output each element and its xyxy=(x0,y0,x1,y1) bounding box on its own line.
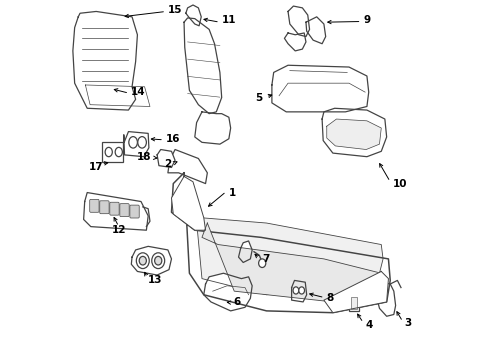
Polygon shape xyxy=(157,149,175,167)
Text: 17: 17 xyxy=(89,162,103,172)
Polygon shape xyxy=(172,176,205,230)
Text: 1: 1 xyxy=(229,188,236,198)
Polygon shape xyxy=(195,112,231,144)
Polygon shape xyxy=(204,273,252,311)
Ellipse shape xyxy=(259,259,266,267)
Text: 9: 9 xyxy=(364,15,370,26)
Ellipse shape xyxy=(152,253,165,269)
Polygon shape xyxy=(184,18,221,114)
Polygon shape xyxy=(272,65,368,112)
Text: 10: 10 xyxy=(393,179,407,189)
Ellipse shape xyxy=(136,253,149,269)
FancyBboxPatch shape xyxy=(110,202,119,215)
Polygon shape xyxy=(285,33,306,51)
Polygon shape xyxy=(73,12,137,110)
Polygon shape xyxy=(239,241,252,262)
Bar xyxy=(351,297,357,309)
Text: 12: 12 xyxy=(112,225,126,235)
Text: 5: 5 xyxy=(256,93,263,103)
Polygon shape xyxy=(327,119,381,149)
Text: 3: 3 xyxy=(405,319,412,328)
Polygon shape xyxy=(377,282,395,316)
Ellipse shape xyxy=(293,287,299,294)
Polygon shape xyxy=(168,149,207,184)
Text: 13: 13 xyxy=(147,275,162,285)
Polygon shape xyxy=(84,193,148,230)
Polygon shape xyxy=(172,173,390,313)
Text: 14: 14 xyxy=(131,87,146,97)
Text: 18: 18 xyxy=(137,152,151,162)
Bar xyxy=(349,295,359,311)
Polygon shape xyxy=(131,246,172,275)
FancyBboxPatch shape xyxy=(130,205,139,218)
Text: 4: 4 xyxy=(365,320,372,330)
Ellipse shape xyxy=(299,287,304,294)
Polygon shape xyxy=(288,6,310,37)
Text: 6: 6 xyxy=(234,297,241,307)
Bar xyxy=(101,142,123,162)
Polygon shape xyxy=(124,132,149,157)
Text: 2: 2 xyxy=(164,159,171,169)
FancyBboxPatch shape xyxy=(120,204,129,217)
Text: 7: 7 xyxy=(262,254,270,264)
Ellipse shape xyxy=(138,136,147,148)
Ellipse shape xyxy=(105,147,112,157)
Ellipse shape xyxy=(129,136,137,148)
Polygon shape xyxy=(202,223,387,302)
Ellipse shape xyxy=(139,256,147,265)
Text: 15: 15 xyxy=(168,5,182,15)
Polygon shape xyxy=(322,108,387,157)
Text: 11: 11 xyxy=(221,15,236,26)
Ellipse shape xyxy=(155,256,162,265)
FancyBboxPatch shape xyxy=(90,199,99,212)
Text: 16: 16 xyxy=(166,134,181,144)
Polygon shape xyxy=(324,271,389,313)
Polygon shape xyxy=(186,5,201,26)
FancyBboxPatch shape xyxy=(100,201,109,214)
Polygon shape xyxy=(184,184,383,295)
Text: 8: 8 xyxy=(327,293,334,303)
Ellipse shape xyxy=(115,147,122,157)
Polygon shape xyxy=(306,17,326,44)
Polygon shape xyxy=(292,280,307,302)
